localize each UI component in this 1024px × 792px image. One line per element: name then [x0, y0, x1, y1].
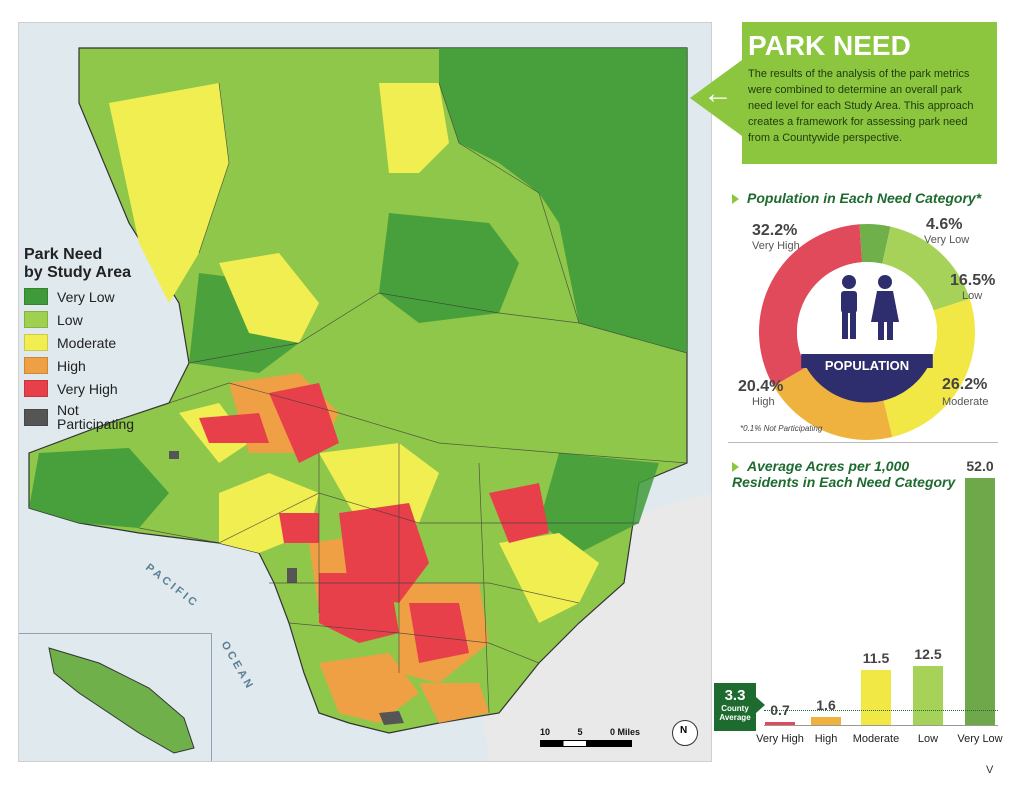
legend-label: Moderate	[57, 334, 117, 351]
bar-category-label: Low	[917, 733, 939, 745]
scale-10: 10	[540, 727, 551, 737]
scale-5: 5	[577, 727, 583, 737]
county-average-value: 3.3	[724, 687, 746, 704]
population-donut-chart: POPULATION	[759, 224, 975, 440]
legend-item-not-participating: Not Participating	[24, 403, 194, 431]
bar-category-label: Very Low	[957, 733, 1003, 745]
park-need-map	[18, 22, 712, 762]
park-need-callout: PARK NEED The results of the analysis of…	[742, 22, 997, 164]
bar-value-label: 12.5	[914, 645, 942, 662]
label-low: Low	[962, 290, 983, 302]
label-moderate: Moderate	[942, 396, 989, 408]
bar-value-label: 0.7	[770, 701, 790, 718]
bar-high	[811, 717, 841, 725]
county-map-graphic	[28, 47, 711, 761]
legend-swatch	[24, 311, 48, 328]
donut-slice-high	[773, 367, 893, 440]
legend-item-very-low: Very Low	[24, 288, 194, 305]
donut-slice-low	[882, 226, 970, 311]
bar-category-label: Moderate	[852, 733, 900, 745]
callout-arrow-shape	[690, 60, 742, 136]
label-very-high: Very High	[752, 240, 800, 252]
donut-slice-very-high	[759, 224, 863, 387]
bar-value-label: 52.0	[966, 458, 994, 474]
acres-chart-heading: Average Acres per 1,000 Residents in Eac…	[732, 458, 956, 490]
legend-title-line1: Park Need	[24, 246, 103, 263]
pct-very-high: 32.2%	[752, 222, 798, 239]
legend-swatch	[24, 357, 48, 374]
pct-moderate: 26.2%	[942, 376, 988, 393]
bar-low	[913, 665, 943, 725]
bar-moderate	[861, 670, 891, 725]
bar-very-low	[965, 478, 995, 725]
label-very-low: Very Low	[924, 234, 970, 246]
legend-label: Not Participating	[57, 402, 135, 432]
population-footnote: *0.1% Not Participating	[740, 424, 823, 433]
scale-bar-graphic	[540, 740, 632, 747]
page-number: V	[986, 764, 994, 776]
triangle-bullet-icon	[732, 462, 739, 473]
donut-center-label: POPULATION	[825, 358, 909, 373]
legend-swatch	[24, 408, 48, 426]
scale-0: 0 Miles	[609, 727, 640, 737]
callout-body: The results of the analysis of the park …	[748, 68, 974, 144]
donut-center-band	[806, 367, 928, 403]
bar-category-label: Very High	[756, 733, 804, 745]
pct-high: 20.4%	[738, 378, 784, 395]
legend-label: Very Low	[57, 288, 115, 305]
catalina-island-inset	[48, 647, 195, 754]
legend-label: Low	[57, 311, 83, 328]
county-average-pointer	[756, 697, 765, 713]
people-icon	[841, 275, 899, 340]
legend-item-very-high: Very High	[24, 380, 194, 397]
section-divider	[728, 442, 998, 443]
population-chart-heading: Population in Each Need Category*	[732, 190, 981, 206]
scale-bar: 10 5 0 Miles	[540, 727, 670, 747]
pct-low: 16.5%	[950, 272, 996, 289]
donut-center-band-top	[801, 354, 933, 368]
map-legend: Park Need by Study Area Very Low Low Mod…	[24, 246, 194, 431]
donut-slice-very-low	[859, 224, 891, 264]
pct-very-low: 4.6%	[926, 216, 963, 233]
arrow-left-icon: ←	[703, 77, 733, 110]
legend-item-high: High	[24, 357, 194, 374]
callout-title: PARK NEED	[748, 30, 911, 61]
bar-chart-baseline	[764, 725, 998, 726]
legend-swatch	[24, 334, 48, 351]
bar-value-label: 1.6	[816, 697, 836, 714]
legend-label: Very High	[57, 380, 118, 397]
county-average-label2: Average	[719, 713, 751, 722]
county-average-label1: County	[721, 704, 749, 713]
legend-title-line2: by Study Area	[24, 264, 131, 281]
legend-swatch	[24, 288, 48, 305]
north-arrow-icon: N	[672, 720, 698, 746]
county-average-badge: 3.3 County Average	[714, 683, 756, 731]
legend-label: High	[57, 357, 86, 374]
triangle-bullet-icon	[732, 194, 739, 205]
county-average-line	[764, 710, 998, 711]
bar-value-label: 11.5	[862, 650, 890, 667]
legend-item-low: Low	[24, 311, 194, 328]
bar-very-high	[765, 721, 795, 725]
legend-item-moderate: Moderate	[24, 334, 194, 351]
bar-category-label: High	[814, 733, 838, 745]
legend-swatch	[24, 380, 48, 397]
label-high: High	[752, 396, 775, 408]
